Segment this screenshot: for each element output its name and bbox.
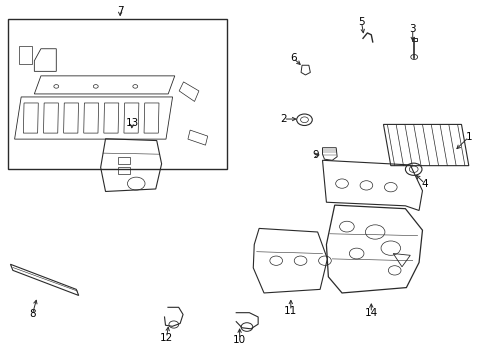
Text: 8: 8 <box>29 310 36 319</box>
Text: 5: 5 <box>358 17 364 27</box>
Text: 3: 3 <box>408 24 415 35</box>
Text: 6: 6 <box>289 53 296 63</box>
Text: 9: 9 <box>311 150 318 160</box>
Text: 10: 10 <box>233 334 245 345</box>
Text: 14: 14 <box>364 308 377 318</box>
Text: 7: 7 <box>117 6 123 17</box>
Bar <box>8 19 227 169</box>
Text: 4: 4 <box>421 179 427 189</box>
Text: 12: 12 <box>160 333 173 343</box>
Text: 1: 1 <box>465 132 471 142</box>
Text: 2: 2 <box>280 114 286 124</box>
Bar <box>118 157 130 164</box>
Bar <box>118 167 130 174</box>
Text: 11: 11 <box>284 306 297 316</box>
Text: 13: 13 <box>125 118 139 128</box>
